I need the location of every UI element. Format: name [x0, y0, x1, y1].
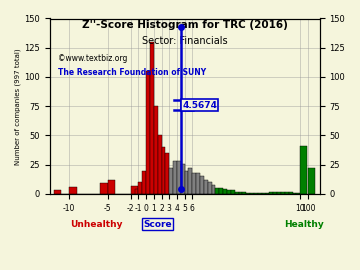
Bar — [227, 190, 231, 194]
Bar — [181, 164, 185, 194]
Bar — [231, 190, 235, 194]
Bar — [189, 168, 192, 194]
Bar — [150, 42, 154, 194]
Bar — [285, 192, 289, 194]
Bar — [154, 106, 158, 194]
Bar — [138, 182, 142, 194]
Bar — [235, 192, 239, 194]
Text: Unhealthy: Unhealthy — [70, 220, 122, 229]
Bar — [269, 192, 273, 194]
Bar — [135, 189, 138, 194]
Bar — [216, 188, 219, 194]
Bar — [108, 180, 115, 194]
Bar — [254, 193, 258, 194]
Bar — [250, 193, 254, 194]
Bar — [131, 186, 138, 194]
Bar — [242, 192, 246, 194]
Bar — [192, 173, 196, 194]
Bar — [296, 193, 300, 194]
Bar — [69, 187, 77, 194]
Bar — [204, 180, 208, 194]
Bar — [208, 182, 212, 194]
Bar — [54, 190, 61, 194]
Text: Z''-Score Histogram for TRC (2016): Z''-Score Histogram for TRC (2016) — [82, 20, 288, 30]
Bar — [273, 192, 277, 194]
Bar — [277, 192, 281, 194]
Bar — [266, 193, 269, 194]
Text: Sector: Financials: Sector: Financials — [142, 36, 228, 46]
Bar — [262, 193, 266, 194]
Bar — [100, 183, 108, 194]
Bar — [258, 193, 262, 194]
Bar — [177, 161, 181, 194]
Text: 4.5674: 4.5674 — [182, 100, 217, 110]
Y-axis label: Number of companies (997 total): Number of companies (997 total) — [15, 48, 22, 164]
Bar — [223, 189, 227, 194]
Bar — [289, 192, 293, 194]
Bar — [293, 193, 296, 194]
Bar — [239, 192, 242, 194]
Bar — [246, 193, 250, 194]
Bar — [185, 171, 189, 194]
Bar — [308, 168, 315, 194]
Text: ©www.textbiz.org: ©www.textbiz.org — [58, 53, 127, 63]
Bar — [142, 171, 146, 194]
Bar — [146, 71, 150, 194]
Bar — [281, 192, 285, 194]
Bar — [300, 146, 307, 194]
Bar — [219, 188, 223, 194]
Text: Score: Score — [143, 220, 172, 229]
Bar — [158, 136, 162, 194]
Bar — [196, 173, 200, 194]
Bar — [169, 168, 173, 194]
Bar — [200, 176, 204, 194]
Bar — [173, 161, 177, 194]
Bar — [212, 185, 216, 194]
Bar — [162, 147, 165, 194]
Text: Healthy: Healthy — [284, 220, 324, 229]
Bar — [165, 153, 169, 194]
Text: The Research Foundation of SUNY: The Research Foundation of SUNY — [58, 68, 206, 77]
